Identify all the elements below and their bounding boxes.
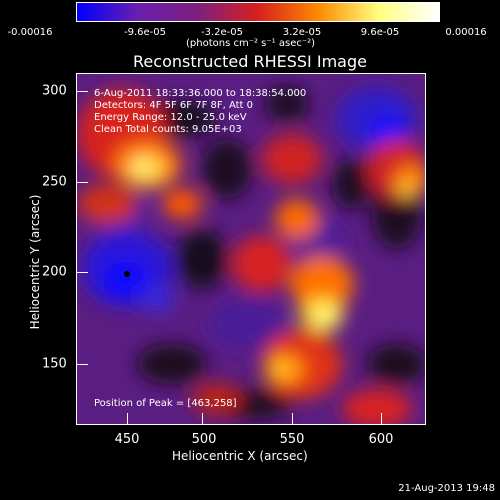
x-axis-tick <box>381 413 382 425</box>
info-energy-range: Energy Range: 12.0 - 25.0 keV <box>94 112 247 123</box>
info-observation-time: 6-Aug-2011 18:33:36.000 to 18:38:54.000 <box>94 88 307 99</box>
colorbar-tick-label: -9.6e-05 <box>124 27 166 38</box>
y-tick-label: 200 <box>42 264 67 280</box>
y-axis-tick <box>76 182 88 183</box>
info-clean-counts: Clean Total counts: 9.05E+03 <box>94 124 242 135</box>
colorbar-gradient <box>76 2 440 22</box>
y-axis-label: Heliocentric Y (arcsec) <box>28 194 42 330</box>
colorbar-units-label: (photons cm⁻² s⁻¹ asec⁻²) <box>186 38 316 49</box>
peak-marker <box>124 271 130 277</box>
y-axis-tick <box>76 272 88 273</box>
y-axis-tick <box>76 91 88 92</box>
x-tick-label: 500 <box>191 432 217 447</box>
x-axis-tick <box>127 413 128 425</box>
colorbar-tick-label: 3.2e-05 <box>282 27 322 38</box>
footer-date: 21-Aug-2013 19:48 <box>398 483 495 494</box>
peak-position-label: Position of Peak = [463,258] <box>94 398 237 409</box>
colorbar <box>76 2 440 22</box>
colorbar-tick-label: 0.00016 <box>445 27 487 38</box>
heatmap-plot <box>76 73 426 425</box>
x-tick-label: 600 <box>368 432 394 447</box>
y-tick-label: 150 <box>42 356 67 372</box>
y-tick-label: 250 <box>42 174 67 190</box>
colorbar-tick-label: -3.2e-05 <box>201 27 243 38</box>
x-axis-tick <box>292 413 293 425</box>
y-axis-tick <box>76 364 88 365</box>
x-tick-label: 450 <box>114 432 140 447</box>
y-tick-label: 300 <box>42 83 67 99</box>
heatmap-image <box>77 74 425 424</box>
colorbar-tick-label: -0.00016 <box>7 27 53 38</box>
x-axis-label: Heliocentric X (arcsec) <box>172 449 308 463</box>
x-axis-tick <box>202 413 203 425</box>
info-detectors: Detectors: 4F 5F 6F 7F 8F, Att 0 <box>94 100 254 111</box>
x-tick-label: 550 <box>279 432 305 447</box>
colorbar-tick-label: 9.6e-05 <box>360 27 400 38</box>
chart-title: Reconstructed RHESSI Image <box>133 52 367 71</box>
